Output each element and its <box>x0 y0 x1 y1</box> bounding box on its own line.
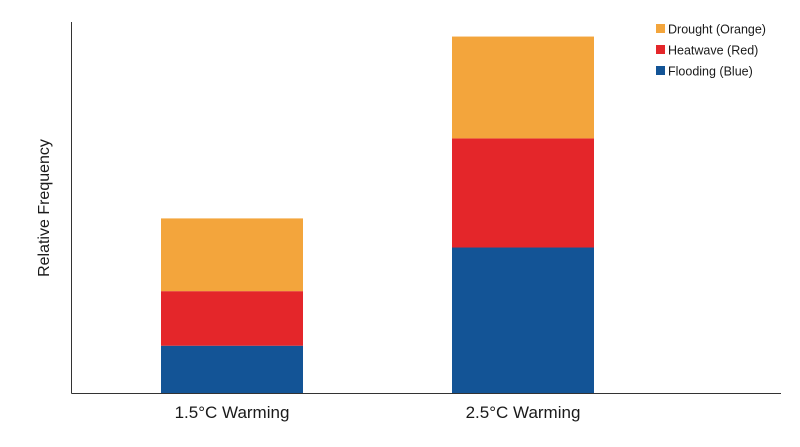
bar-segment-0-2 <box>161 218 303 292</box>
legend-swatch <box>656 45 665 54</box>
legend-swatch <box>656 66 665 75</box>
bar-segment-1-0 <box>452 247 594 393</box>
legend-swatch <box>656 24 665 33</box>
legend: Drought (Orange) Heatwave (Red) Flooding (… <box>656 23 766 79</box>
x-tick-label: 1.5°C Warming <box>175 403 290 422</box>
x-tick-labels: 1.5°C Warming 2.5°C Warming <box>175 403 581 422</box>
bar-segment-0-0 <box>161 345 303 393</box>
y-axis-title: Relative Frequency <box>36 139 53 277</box>
x-tick-label: 2.5°C Warming <box>466 403 581 422</box>
bar-segment-0-1 <box>161 291 303 346</box>
bar-segment-1-1 <box>452 138 594 248</box>
legend-label: Flooding (Blue) <box>668 65 753 79</box>
legend-label: Heatwave (Red) <box>668 44 758 58</box>
bars-group <box>161 36 594 393</box>
bar-segment-1-2 <box>452 36 594 139</box>
legend-label: Drought (Orange) <box>668 23 766 37</box>
